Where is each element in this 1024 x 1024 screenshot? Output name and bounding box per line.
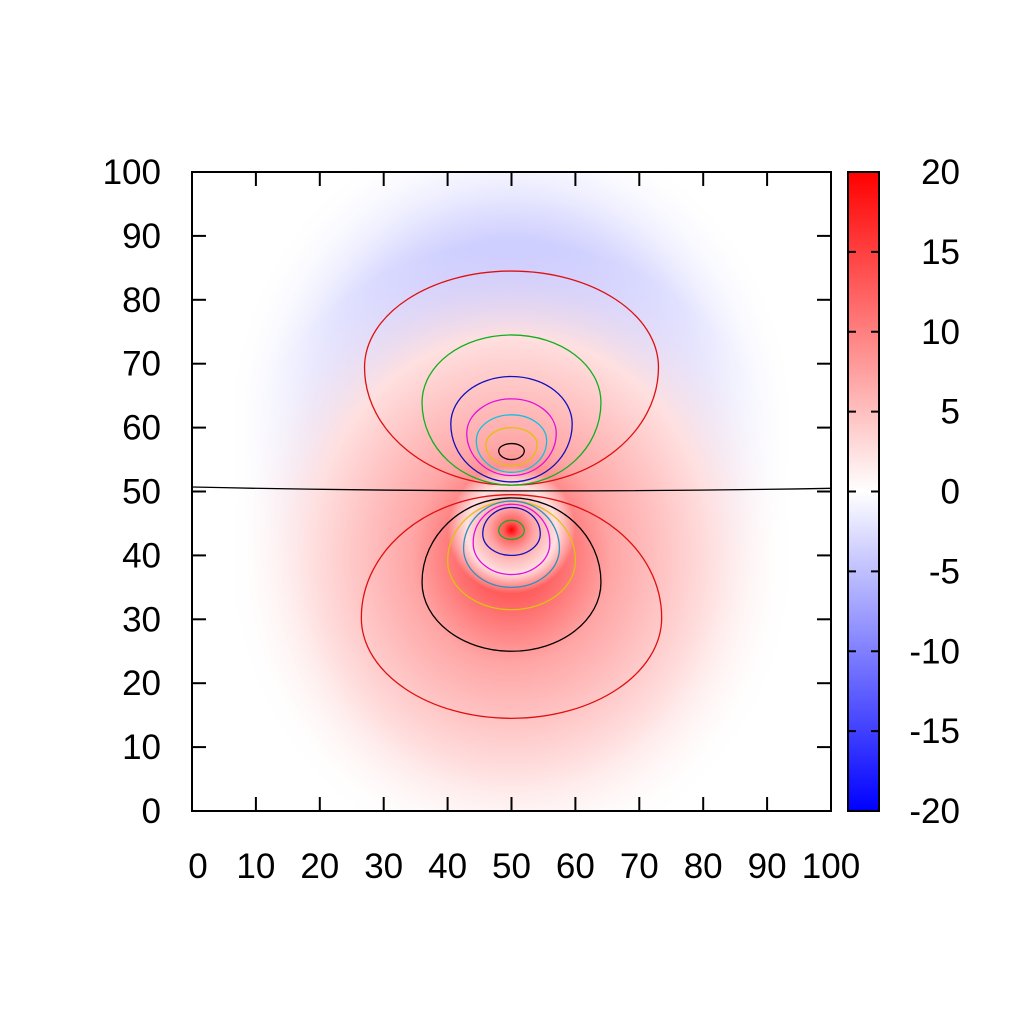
x-tick-label: 100 <box>802 847 860 886</box>
zero-contour-line <box>192 486 831 492</box>
y-tick-label: 90 <box>122 217 161 256</box>
y-tick-label: 40 <box>122 536 161 575</box>
contour-upper-4 <box>475 414 548 473</box>
x-tick-label: 60 <box>556 847 595 886</box>
plot-area <box>192 172 831 811</box>
x-tick-label: 0 <box>188 847 207 886</box>
contour-lower-13 <box>498 519 525 541</box>
colorbar-tick-label: 0 <box>941 473 960 512</box>
x-tick-label: 20 <box>300 847 339 886</box>
contour-lower-12 <box>482 506 541 557</box>
colorbar-tick-label: -15 <box>909 712 960 751</box>
colorbar-tick-label: 20 <box>921 153 960 192</box>
x-tick-label: 30 <box>364 847 403 886</box>
y-tick-label: 0 <box>142 792 161 831</box>
colorbar-tick-label: -20 <box>909 792 960 831</box>
contour-upper-1 <box>421 334 602 486</box>
x-tick-label: 70 <box>620 847 659 886</box>
contour-layer <box>192 270 831 719</box>
y-tick-label: 70 <box>122 345 161 384</box>
colorbar-tick-label: -5 <box>929 552 960 591</box>
y-tick-label: 80 <box>122 281 161 320</box>
field-layer <box>224 172 799 811</box>
colorbar-tick-label: -10 <box>909 632 960 671</box>
contour-upper-2 <box>450 375 573 483</box>
x-tick-label: 90 <box>748 847 787 886</box>
contour-upper-3 <box>466 398 557 477</box>
y-tick-label: 100 <box>103 153 161 192</box>
y-tick-label: 60 <box>122 409 161 448</box>
y-axis: 0 10 20 30 40 50 60 70 80 90 100 <box>103 153 831 831</box>
x-tick-label: 40 <box>428 847 467 886</box>
x-axis: 0 10 20 30 40 50 60 70 80 90 100 <box>188 172 860 886</box>
contour-lower-9 <box>446 500 577 611</box>
colorbar-tick-label: 15 <box>921 233 960 272</box>
contour-lower-10 <box>462 500 561 589</box>
x-tick-label: 10 <box>236 847 275 886</box>
contour-lower-7 <box>360 494 663 719</box>
colorbar-tick-label: 10 <box>921 313 960 352</box>
contour-lower-8 <box>421 497 602 652</box>
contour-upper-6 <box>498 442 525 461</box>
colorbar-tick-label: 5 <box>941 393 960 432</box>
y-tick-label: 20 <box>122 664 161 703</box>
x-tick-label: 80 <box>684 847 723 886</box>
contour-upper-5 <box>485 426 538 467</box>
y-tick-label: 10 <box>122 728 161 767</box>
y-tick-label: 50 <box>122 473 161 512</box>
colorbar: -20 -15 -10 -5 0 5 10 15 20 <box>847 153 960 831</box>
y-tick-label: 30 <box>122 600 161 639</box>
contour-lower-11 <box>472 503 551 576</box>
x-tick-label: 50 <box>492 847 531 886</box>
